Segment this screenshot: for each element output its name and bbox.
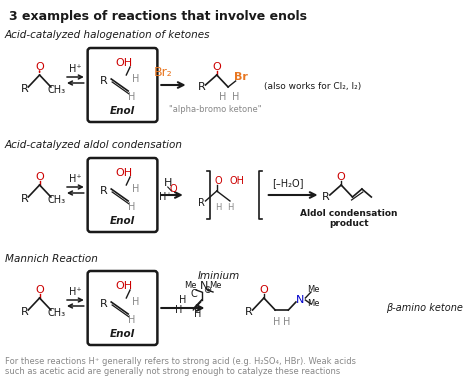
Text: R: R (21, 84, 28, 94)
Text: R: R (21, 307, 28, 317)
Text: H: H (164, 178, 172, 188)
Text: Aldol condensation: Aldol condensation (300, 209, 398, 217)
Text: Me: Me (184, 281, 197, 291)
Text: CH₃: CH₃ (47, 308, 65, 318)
Text: H: H (132, 74, 139, 84)
Text: H: H (232, 92, 239, 102)
FancyBboxPatch shape (88, 271, 157, 345)
Text: H: H (194, 309, 201, 319)
Text: Enol: Enol (110, 106, 135, 116)
Text: Br: Br (234, 72, 248, 82)
Text: H: H (128, 202, 136, 212)
Text: O: O (212, 62, 221, 72)
Text: H: H (273, 317, 281, 327)
Text: OH: OH (116, 281, 133, 291)
Text: ⊕: ⊕ (203, 285, 211, 295)
Text: C: C (191, 289, 198, 299)
Text: R: R (245, 307, 253, 317)
Text: R: R (100, 76, 108, 86)
Text: O: O (35, 172, 44, 182)
Text: Me: Me (308, 300, 320, 308)
Text: O: O (170, 184, 177, 194)
Text: R: R (198, 198, 205, 208)
Text: H: H (128, 315, 136, 325)
Text: For these reactions H⁺ generally refers to strong acid (e.g. H₂SO₄, HBr). Weak a: For these reactions H⁺ generally refers … (5, 357, 356, 377)
Text: H: H (175, 305, 183, 315)
FancyBboxPatch shape (88, 48, 157, 122)
Text: 3 examples of reactions that involve enols: 3 examples of reactions that involve eno… (9, 10, 308, 23)
Text: O: O (259, 285, 268, 295)
Text: Enol: Enol (110, 329, 135, 339)
Text: R: R (198, 82, 206, 92)
Text: CH₃: CH₃ (47, 195, 65, 205)
Text: H: H (179, 295, 187, 305)
Text: H⁺: H⁺ (69, 287, 82, 297)
Text: Enol: Enol (110, 216, 135, 226)
Text: Acid-catalyzed aldol condensation: Acid-catalyzed aldol condensation (5, 140, 182, 150)
Text: R: R (100, 186, 108, 196)
Text: H⁺: H⁺ (69, 174, 82, 184)
Text: O: O (35, 62, 44, 72)
Text: [–H₂O]: [–H₂O] (272, 178, 303, 188)
Text: O: O (215, 176, 222, 186)
Text: Acid-catalyzed halogenation of ketones: Acid-catalyzed halogenation of ketones (5, 30, 210, 40)
Text: Br₂: Br₂ (154, 67, 173, 79)
Text: "alpha-bromo ketone": "alpha-bromo ketone" (169, 104, 261, 113)
Text: H: H (128, 92, 136, 102)
Text: Mannich Reaction: Mannich Reaction (5, 254, 98, 264)
Text: R: R (100, 299, 108, 309)
Text: N: N (200, 281, 208, 291)
Text: H: H (283, 317, 290, 327)
Text: CH₃: CH₃ (47, 85, 65, 95)
Text: O: O (337, 172, 346, 182)
Text: R: R (322, 192, 330, 202)
Text: OH: OH (116, 58, 133, 68)
Text: O: O (35, 285, 44, 295)
Text: Me: Me (209, 281, 221, 291)
Text: H: H (227, 202, 233, 212)
Text: product: product (329, 219, 368, 228)
Text: OH: OH (116, 168, 133, 178)
Text: R: R (21, 194, 28, 204)
Text: H⁺: H⁺ (159, 192, 171, 202)
Text: H⁺: H⁺ (69, 64, 82, 74)
Text: H: H (216, 202, 222, 212)
Text: (also works for Cl₂, I₂): (also works for Cl₂, I₂) (264, 82, 361, 91)
FancyBboxPatch shape (88, 158, 157, 232)
Text: OH: OH (230, 176, 245, 186)
Text: Iminium: Iminium (198, 271, 240, 281)
Text: Me: Me (308, 286, 320, 295)
Text: N: N (295, 295, 304, 305)
Text: H: H (219, 92, 226, 102)
Text: H: H (132, 184, 139, 194)
Text: β-amino ketone: β-amino ketone (386, 303, 463, 313)
Text: H: H (132, 297, 139, 307)
